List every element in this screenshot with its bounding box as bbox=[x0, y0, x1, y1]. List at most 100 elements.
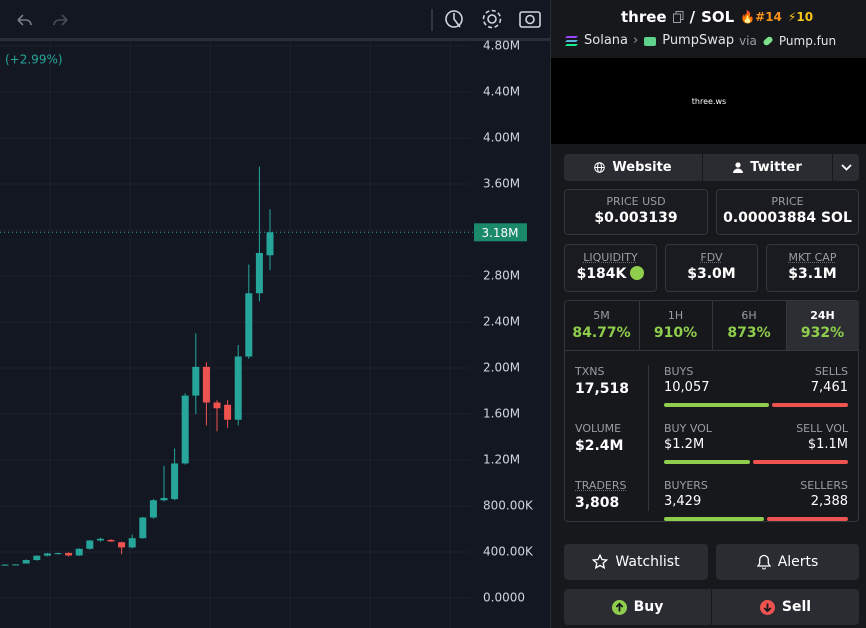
y-tick-label: 4.00M bbox=[483, 131, 520, 145]
buy-bar bbox=[664, 460, 750, 464]
period-label: 24H bbox=[810, 309, 835, 322]
change-label: (+2.99%) bbox=[5, 53, 63, 67]
trending-rank[interactable]: 🔥#14 bbox=[740, 10, 782, 24]
banner-text: three.ws bbox=[691, 96, 727, 106]
metric-value: $184K bbox=[565, 266, 656, 282]
metric-box: LIQUIDITY $184K bbox=[564, 244, 657, 292]
user-icon bbox=[733, 162, 744, 173]
candle-body bbox=[65, 552, 73, 556]
candle-body bbox=[96, 538, 104, 541]
candle-body bbox=[266, 232, 274, 256]
copy-icon[interactable] bbox=[672, 11, 684, 23]
candle-body bbox=[54, 553, 62, 555]
stats-divider bbox=[648, 365, 649, 511]
boost-count: 10 bbox=[796, 10, 814, 24]
candle-body bbox=[171, 463, 179, 500]
price-chart: (+2.99%) 0.0000 400.00K 800.00K 1.20M 1.60M 2… bbox=[0, 9, 550, 628]
sell-button[interactable]: Sell bbox=[712, 589, 859, 625]
stat-label: TRADERS bbox=[575, 479, 627, 492]
settings-teeth bbox=[482, 9, 502, 29]
candle-body bbox=[149, 500, 157, 518]
period-tab[interactable]: 1H 910% bbox=[638, 301, 712, 350]
stats-card: 5M 84.77% 1H 910% 6H 873% 24H 932% TXNS 17,518 BU… bbox=[564, 300, 859, 522]
candle-body bbox=[43, 553, 51, 556]
period-tab[interactable]: 24H 932% bbox=[785, 301, 859, 350]
via-text: via bbox=[739, 33, 757, 48]
metric-box: MKT CAP $3.1M bbox=[766, 244, 859, 292]
stat-value: $1.2M bbox=[664, 437, 705, 452]
stat-label: BUYERS bbox=[664, 479, 708, 492]
watchlist-button[interactable]: Watchlist bbox=[564, 544, 708, 580]
price-box: PRICE 0.00003884 SOL bbox=[716, 189, 859, 235]
y-tick-label: 2.80M bbox=[483, 269, 520, 283]
candle-body bbox=[255, 253, 263, 294]
replay-icon[interactable] bbox=[445, 10, 463, 28]
settings-icon[interactable] bbox=[487, 14, 497, 24]
lock-icon bbox=[630, 266, 645, 280]
y-tick-label: 800.00K bbox=[483, 499, 534, 513]
period-change: 84.77% bbox=[572, 325, 631, 341]
watchlist-label: Watchlist bbox=[615, 554, 680, 570]
candle-body bbox=[1, 564, 9, 566]
stat-value: 3,808 bbox=[575, 495, 620, 511]
more-links-button[interactable] bbox=[833, 154, 859, 181]
undo-icon[interactable] bbox=[17, 14, 32, 26]
stat-label: SELLERS bbox=[800, 479, 848, 492]
alerts-button[interactable]: Alerts bbox=[716, 544, 859, 580]
y-tick-label: 0.0000 bbox=[483, 591, 525, 605]
chevron-down bbox=[840, 164, 852, 171]
twitter-button[interactable]: Twitter bbox=[703, 154, 832, 181]
stat-label: BUY VOL bbox=[664, 422, 712, 435]
metric-value: $3.0M bbox=[687, 266, 736, 282]
candle-body bbox=[234, 356, 242, 420]
price-label: PRICE USD bbox=[606, 195, 666, 208]
launchpad-name[interactable]: Pump.fun bbox=[778, 33, 837, 48]
buy-button[interactable]: Buy bbox=[564, 589, 711, 625]
stat-value: 7,461 bbox=[810, 380, 848, 395]
chain-name[interactable]: Solana bbox=[584, 33, 628, 48]
candle-body bbox=[139, 517, 147, 539]
solana-icon bbox=[565, 35, 578, 46]
globe-icon bbox=[594, 162, 606, 173]
dex-name[interactable]: PumpSwap bbox=[662, 33, 735, 48]
metric-box: FDV $3.0M bbox=[665, 244, 758, 292]
boosts[interactable]: ⚡10 bbox=[787, 10, 814, 24]
candle-body bbox=[224, 404, 232, 420]
metric-label: MKT CAP bbox=[788, 251, 837, 264]
y-tick-label: 400.00K bbox=[483, 545, 534, 559]
stat-label: SELL VOL bbox=[796, 422, 848, 435]
metric-label: FDV bbox=[700, 251, 723, 264]
candle-body bbox=[202, 366, 210, 403]
slash: / bbox=[689, 8, 696, 26]
period-change: 932% bbox=[800, 325, 845, 341]
sell-bar bbox=[767, 517, 848, 521]
candle-body bbox=[75, 548, 83, 556]
website-button[interactable]: Website bbox=[564, 154, 702, 181]
y-tick-label: 3.60M bbox=[483, 177, 520, 191]
period-change: 910% bbox=[653, 325, 698, 341]
toolbar-border bbox=[0, 38, 550, 41]
redo-icon[interactable] bbox=[53, 14, 68, 26]
candle-body bbox=[213, 402, 221, 409]
candle-body bbox=[86, 540, 94, 549]
candle-body bbox=[128, 538, 136, 548]
stat-value: 17,518 bbox=[575, 381, 630, 397]
candle-body bbox=[12, 564, 20, 566]
last-price-tag bbox=[474, 223, 527, 242]
price-value: 0.00003884 SOL bbox=[723, 210, 852, 226]
sell-bar bbox=[753, 460, 848, 464]
candle-body bbox=[245, 293, 253, 357]
stat-label: TXNS bbox=[575, 365, 605, 378]
stat-value: 2,388 bbox=[810, 494, 848, 509]
stat-label: VOLUME bbox=[575, 422, 622, 435]
period-tab[interactable]: 6H 873% bbox=[712, 301, 785, 350]
alerts-label: Alerts bbox=[777, 554, 819, 570]
y-tick-label: 1.60M bbox=[483, 407, 520, 421]
snapshot-icon[interactable] bbox=[519, 11, 541, 28]
stat-label: BUYS bbox=[664, 365, 694, 378]
y-tick-label: 4.80M bbox=[483, 39, 520, 53]
candle-body bbox=[22, 560, 30, 564]
period-tab[interactable]: 5M 84.77% bbox=[565, 301, 638, 350]
buy-bar bbox=[664, 517, 764, 521]
